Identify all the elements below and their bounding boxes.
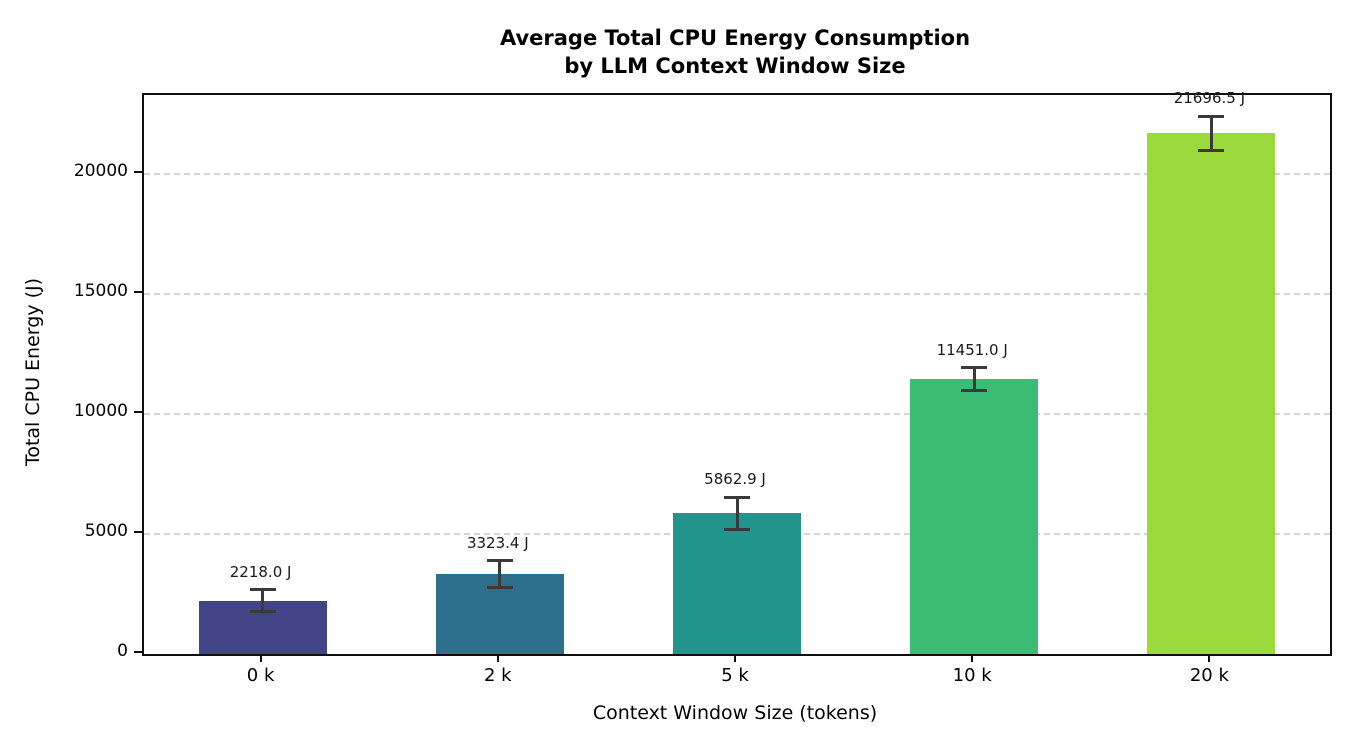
y-tick-label-10000: 10000 xyxy=(73,401,128,422)
plot-area xyxy=(142,93,1332,656)
y-tick-label-15000: 15000 xyxy=(73,281,128,302)
error-bar-cap-top-0 xyxy=(249,588,276,592)
chart-title: Average Total CPU Energy Consumption by … xyxy=(142,24,1328,80)
x-tick-mark-0 xyxy=(259,654,262,662)
x-tick-label-4: 20 k xyxy=(1189,665,1229,686)
gridline-20000 xyxy=(144,173,1330,176)
y-tick-label-20000: 20000 xyxy=(73,161,128,182)
y-tick-label-5000: 5000 xyxy=(84,521,128,542)
error-bar-cap-bottom-1 xyxy=(486,586,513,590)
error-bar-cap-bottom-0 xyxy=(249,610,276,614)
y-tick-mark-10000 xyxy=(134,411,142,414)
x-tick-mark-3 xyxy=(971,654,974,662)
error-bar-cap-bottom-3 xyxy=(961,389,988,393)
error-bar-cap-top-4 xyxy=(1198,114,1225,118)
error-bar-line-3 xyxy=(972,367,976,391)
error-bar-cap-top-3 xyxy=(961,366,988,370)
y-axis-label: Total CPU Energy (J) xyxy=(22,277,44,467)
bar-value-label-0: 2218.0 J xyxy=(229,562,292,581)
bar-5k xyxy=(673,513,801,654)
bar-value-label-1: 3323.4 J xyxy=(466,533,529,552)
error-bar-line-4 xyxy=(1209,116,1213,151)
y-tick-label-0: 0 xyxy=(117,641,128,661)
error-bar-line-2 xyxy=(735,497,739,530)
gridline-15000 xyxy=(144,293,1330,296)
error-bar-line-0 xyxy=(261,589,265,612)
error-bar-cap-bottom-2 xyxy=(724,528,750,532)
x-tick-mark-4 xyxy=(1208,654,1211,662)
y-tick-mark-5000 xyxy=(134,531,142,534)
x-axis-label: Context Window Size (tokens) xyxy=(592,702,878,724)
x-tick-mark-2 xyxy=(734,654,736,662)
x-tick-label-2: 5 k xyxy=(721,665,749,686)
bar-20k xyxy=(1147,133,1276,654)
error-bar-cap-top-1 xyxy=(486,559,513,563)
x-tick-mark-1 xyxy=(496,654,499,662)
bar-value-label-4: 21696.5 J xyxy=(1173,89,1245,108)
chart-title-line2: by LLM Context Window Size xyxy=(564,54,906,78)
y-tick-mark-15000 xyxy=(134,291,142,294)
bar-value-label-2: 5862.9 J xyxy=(704,470,766,489)
bar-value-label-3: 11451.0 J xyxy=(936,340,1008,359)
error-bar-cap-top-2 xyxy=(724,495,750,499)
error-bar-cap-bottom-4 xyxy=(1198,149,1225,153)
gridline-10000 xyxy=(144,413,1330,416)
y-tick-mark-0 xyxy=(134,651,142,653)
bar-10k xyxy=(910,379,1039,654)
error-bar-line-1 xyxy=(498,560,502,588)
y-tick-mark-20000 xyxy=(134,171,142,174)
x-tick-label-0: 0 k xyxy=(246,665,275,686)
x-tick-label-3: 10 k xyxy=(952,665,992,686)
x-tick-label-1: 2 k xyxy=(483,665,512,686)
chart-title-line1: Average Total CPU Energy Consumption xyxy=(499,26,971,50)
